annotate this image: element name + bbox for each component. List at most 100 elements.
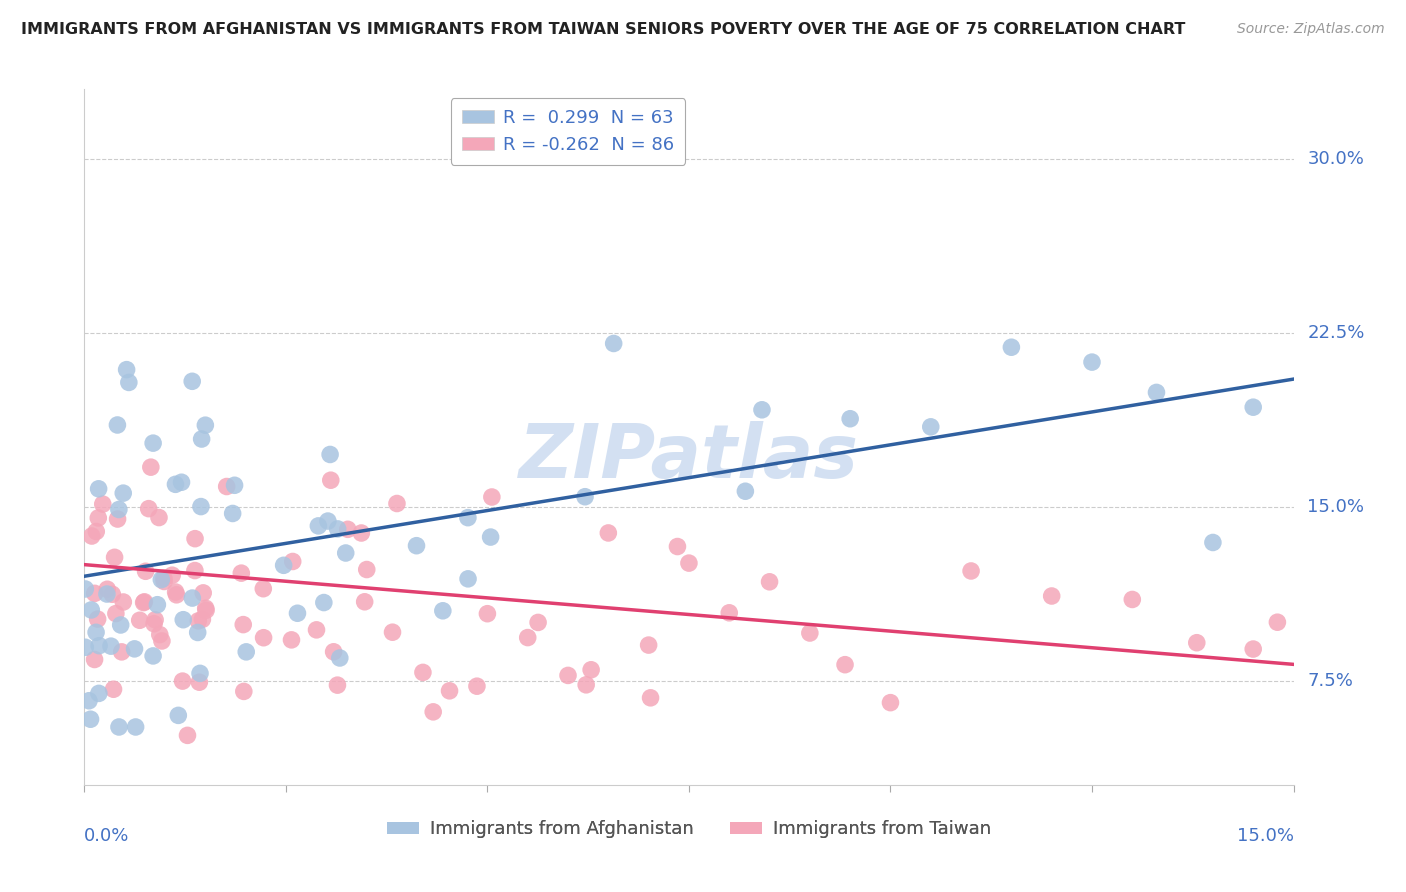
Point bbox=[80, 529, 103, 543]
Point bbox=[281, 554, 304, 568]
Point bbox=[143, 613, 166, 627]
Point bbox=[135, 564, 157, 578]
Point bbox=[1267, 615, 1289, 630]
Point bbox=[287, 607, 309, 621]
Point bbox=[115, 362, 138, 376]
Point bbox=[215, 479, 238, 493]
Point bbox=[194, 601, 217, 615]
Point bbox=[1000, 340, 1022, 354]
Point bbox=[350, 526, 373, 541]
Point bbox=[89, 639, 111, 653]
Point bbox=[1121, 592, 1143, 607]
Point bbox=[920, 420, 942, 434]
Point bbox=[124, 720, 146, 734]
Point bbox=[405, 539, 427, 553]
Point bbox=[960, 564, 983, 578]
Point bbox=[87, 482, 110, 496]
Point bbox=[718, 606, 741, 620]
Point bbox=[335, 546, 357, 560]
Point bbox=[188, 666, 211, 681]
Point bbox=[232, 617, 254, 632]
Point bbox=[195, 603, 218, 617]
Text: 30.0%: 30.0% bbox=[1308, 150, 1364, 168]
Point bbox=[839, 411, 862, 425]
Point bbox=[381, 625, 404, 640]
Text: 22.5%: 22.5% bbox=[1308, 324, 1365, 342]
Point bbox=[232, 684, 254, 698]
Point bbox=[477, 607, 499, 621]
Point bbox=[84, 524, 107, 539]
Point bbox=[187, 625, 209, 640]
Point bbox=[1241, 400, 1264, 414]
Point bbox=[319, 447, 342, 461]
Point bbox=[602, 336, 624, 351]
Point bbox=[124, 641, 146, 656]
Point bbox=[139, 460, 162, 475]
Point bbox=[326, 678, 349, 692]
Point bbox=[336, 522, 359, 536]
Point bbox=[167, 708, 190, 723]
Point bbox=[465, 679, 488, 693]
Point bbox=[879, 696, 901, 710]
Point bbox=[640, 690, 662, 705]
Point bbox=[1241, 642, 1264, 657]
Point bbox=[193, 586, 215, 600]
Point bbox=[598, 525, 620, 540]
Point bbox=[1146, 385, 1168, 400]
Point bbox=[235, 645, 257, 659]
Point bbox=[83, 652, 105, 666]
Point bbox=[231, 566, 253, 581]
Point bbox=[224, 478, 246, 492]
Point bbox=[557, 668, 579, 682]
Point bbox=[132, 596, 155, 610]
Point bbox=[326, 522, 349, 536]
Point bbox=[385, 496, 408, 510]
Point bbox=[153, 571, 176, 585]
Point bbox=[166, 588, 188, 602]
Point bbox=[134, 595, 156, 609]
Point bbox=[87, 686, 110, 700]
Point bbox=[150, 634, 173, 648]
Point bbox=[834, 657, 856, 672]
Point bbox=[579, 663, 602, 677]
Point bbox=[481, 490, 503, 504]
Point bbox=[527, 615, 550, 630]
Point bbox=[148, 510, 170, 524]
Point bbox=[118, 376, 141, 390]
Point bbox=[86, 612, 108, 626]
Point bbox=[165, 477, 187, 491]
Point bbox=[280, 632, 302, 647]
Point bbox=[91, 497, 114, 511]
Point bbox=[329, 651, 352, 665]
Point bbox=[221, 507, 243, 521]
Point bbox=[112, 486, 135, 500]
Point bbox=[356, 562, 378, 576]
Text: 15.0%: 15.0% bbox=[1236, 827, 1294, 845]
Point bbox=[172, 613, 194, 627]
Point bbox=[104, 550, 127, 565]
Point bbox=[666, 540, 689, 554]
Point bbox=[77, 694, 100, 708]
Point bbox=[150, 573, 173, 587]
Point bbox=[100, 639, 122, 653]
Point bbox=[273, 558, 295, 573]
Text: IMMIGRANTS FROM AFGHANISTAN VS IMMIGRANTS FROM TAIWAN SENIORS POVERTY OVER THE A: IMMIGRANTS FROM AFGHANISTAN VS IMMIGRANT… bbox=[21, 22, 1185, 37]
Point bbox=[516, 631, 538, 645]
Point bbox=[1040, 589, 1063, 603]
Point bbox=[153, 574, 176, 589]
Point bbox=[107, 512, 129, 526]
Point bbox=[1202, 535, 1225, 549]
Text: 15.0%: 15.0% bbox=[1308, 498, 1364, 516]
Point bbox=[96, 587, 118, 601]
Point bbox=[172, 674, 194, 689]
Point bbox=[108, 720, 131, 734]
Point bbox=[194, 418, 217, 433]
Point bbox=[142, 648, 165, 663]
Point bbox=[80, 603, 103, 617]
Point bbox=[575, 678, 598, 692]
Point bbox=[108, 502, 131, 516]
Point bbox=[104, 607, 127, 621]
Point bbox=[101, 587, 124, 601]
Point bbox=[751, 402, 773, 417]
Point bbox=[479, 530, 502, 544]
